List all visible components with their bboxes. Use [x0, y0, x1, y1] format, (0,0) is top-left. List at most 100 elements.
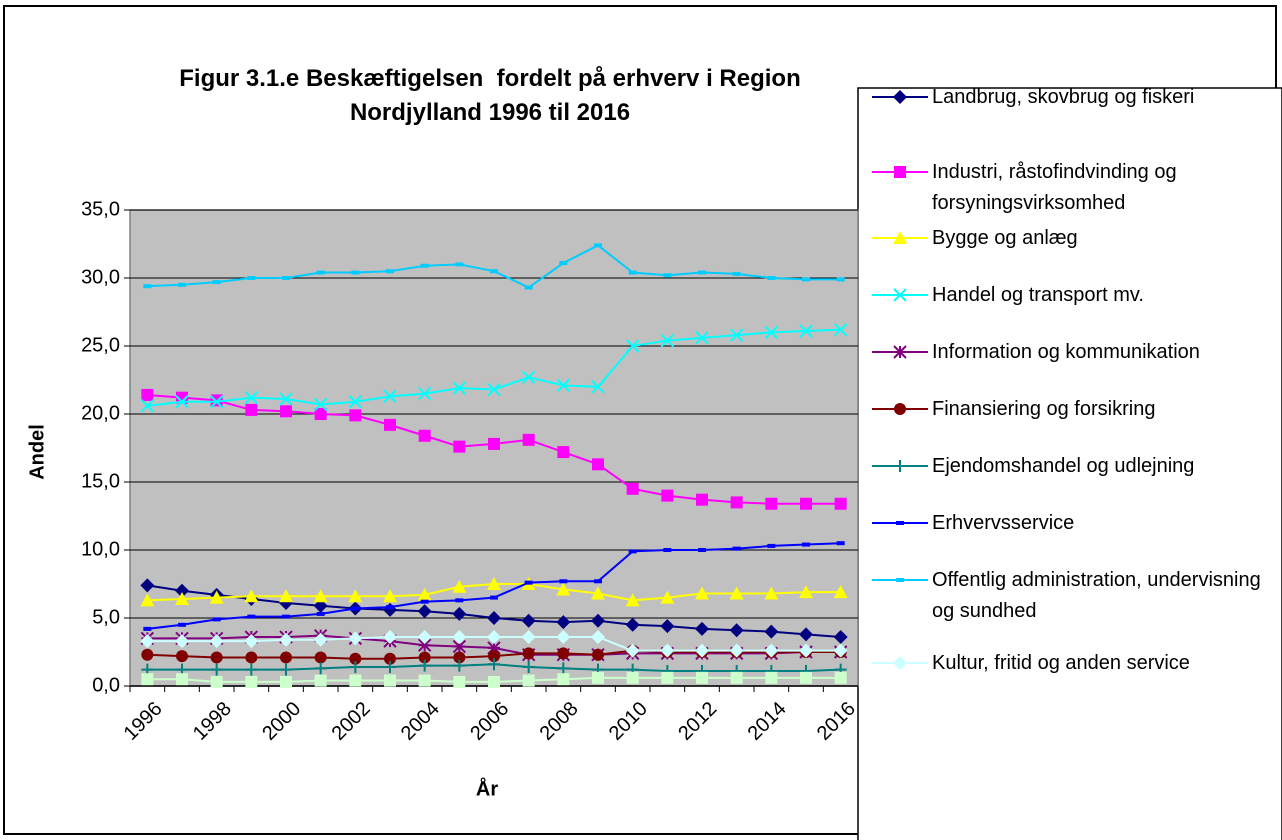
marker [209, 634, 224, 649]
marker [417, 638, 432, 652]
marker [833, 322, 848, 337]
marker [626, 671, 639, 684]
marker [799, 627, 813, 642]
marker [384, 660, 396, 673]
marker [488, 650, 500, 663]
marker [313, 632, 328, 647]
marker [141, 648, 154, 661]
marker [521, 613, 536, 628]
marker [453, 440, 466, 453]
marker [314, 651, 327, 664]
marker [140, 634, 155, 649]
marker [453, 659, 466, 672]
marker [452, 606, 467, 621]
marker [280, 405, 292, 418]
marker [386, 269, 394, 274]
marker [730, 671, 743, 684]
marker [384, 674, 396, 687]
marker [559, 261, 568, 266]
marker [893, 288, 907, 302]
series [140, 322, 848, 413]
marker [556, 582, 571, 596]
marker [833, 585, 848, 599]
marker [452, 579, 467, 593]
marker [384, 418, 396, 431]
marker [140, 578, 155, 593]
marker [834, 497, 847, 510]
marker [592, 648, 604, 661]
marker [522, 433, 535, 446]
marker [802, 542, 810, 547]
marker [247, 276, 256, 280]
marker [282, 614, 290, 619]
marker [209, 395, 224, 409]
marker [487, 641, 501, 655]
marker [175, 634, 189, 649]
marker [800, 497, 812, 510]
marker [800, 671, 812, 684]
marker [420, 263, 429, 268]
marker [896, 521, 904, 525]
marker [625, 643, 640, 658]
y-tick-label: 35,0 [81, 198, 120, 220]
marker [556, 615, 571, 630]
marker [732, 271, 741, 276]
marker [833, 643, 848, 658]
marker [522, 647, 535, 660]
marker [799, 324, 813, 338]
marker [487, 382, 501, 397]
marker [143, 284, 152, 289]
marker [660, 619, 675, 634]
marker [316, 611, 325, 616]
y-tick-label: 25,0 [81, 334, 120, 356]
marker [591, 380, 605, 394]
marker [625, 617, 640, 632]
marker [521, 370, 536, 384]
marker [626, 482, 639, 495]
marker [487, 611, 501, 625]
y-tick-label: 15,0 [81, 470, 120, 492]
marker [893, 345, 907, 359]
legend-label: Handel og transport mv. [932, 284, 1144, 306]
marker [524, 285, 533, 290]
marker [834, 671, 847, 684]
marker [524, 580, 533, 585]
series [140, 630, 848, 658]
marker [628, 549, 637, 554]
marker [143, 626, 152, 631]
marker [210, 663, 223, 676]
marker [696, 493, 708, 506]
marker [661, 671, 674, 684]
marker [698, 270, 706, 275]
marker [488, 658, 500, 671]
marker [487, 630, 501, 645]
marker [348, 631, 363, 646]
marker [556, 630, 571, 645]
marker [418, 651, 431, 664]
marker [417, 604, 432, 619]
legend-label: Landbrug, skovbrug og fiskeri [932, 86, 1195, 108]
marker [764, 643, 779, 658]
marker [141, 673, 154, 686]
marker [767, 276, 776, 280]
marker [592, 458, 604, 471]
marker [559, 579, 568, 584]
series [143, 243, 845, 290]
marker [383, 630, 397, 645]
marker [490, 269, 498, 274]
marker [660, 643, 675, 658]
marker [210, 675, 223, 688]
marker [696, 671, 708, 684]
marker [490, 595, 498, 600]
series [143, 541, 845, 631]
marker [522, 660, 535, 673]
marker [488, 675, 500, 688]
marker [729, 328, 744, 342]
marker [660, 333, 675, 348]
marker [418, 659, 431, 672]
marker [417, 630, 432, 645]
marker [591, 586, 605, 600]
marker [594, 243, 602, 248]
